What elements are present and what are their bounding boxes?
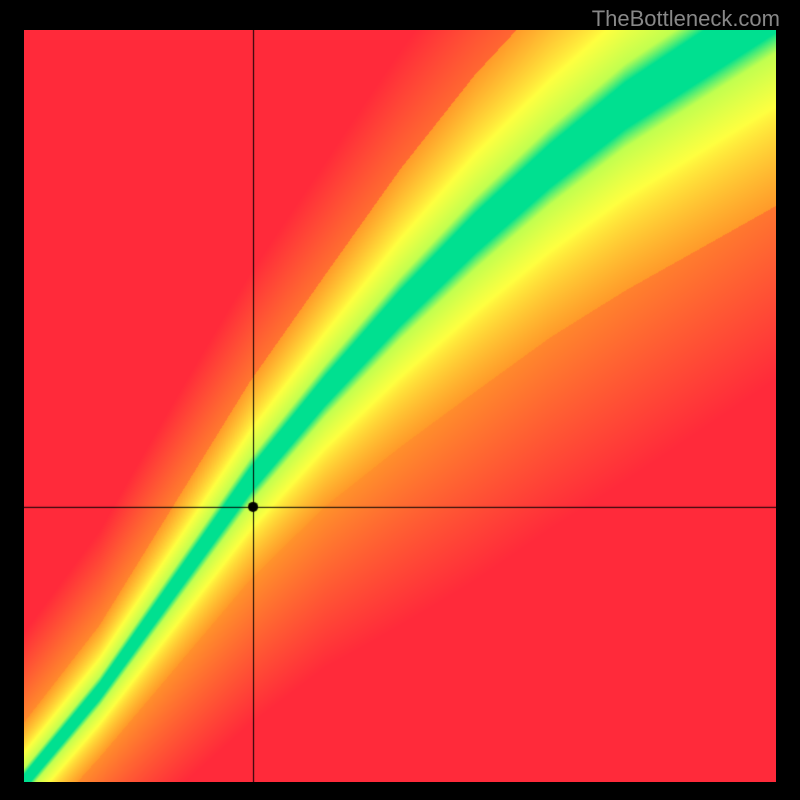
heatmap-plot (24, 30, 776, 782)
chart-container: TheBottleneck.com (0, 0, 800, 800)
heatmap-canvas (24, 30, 776, 782)
watermark-text: TheBottleneck.com (592, 6, 780, 32)
